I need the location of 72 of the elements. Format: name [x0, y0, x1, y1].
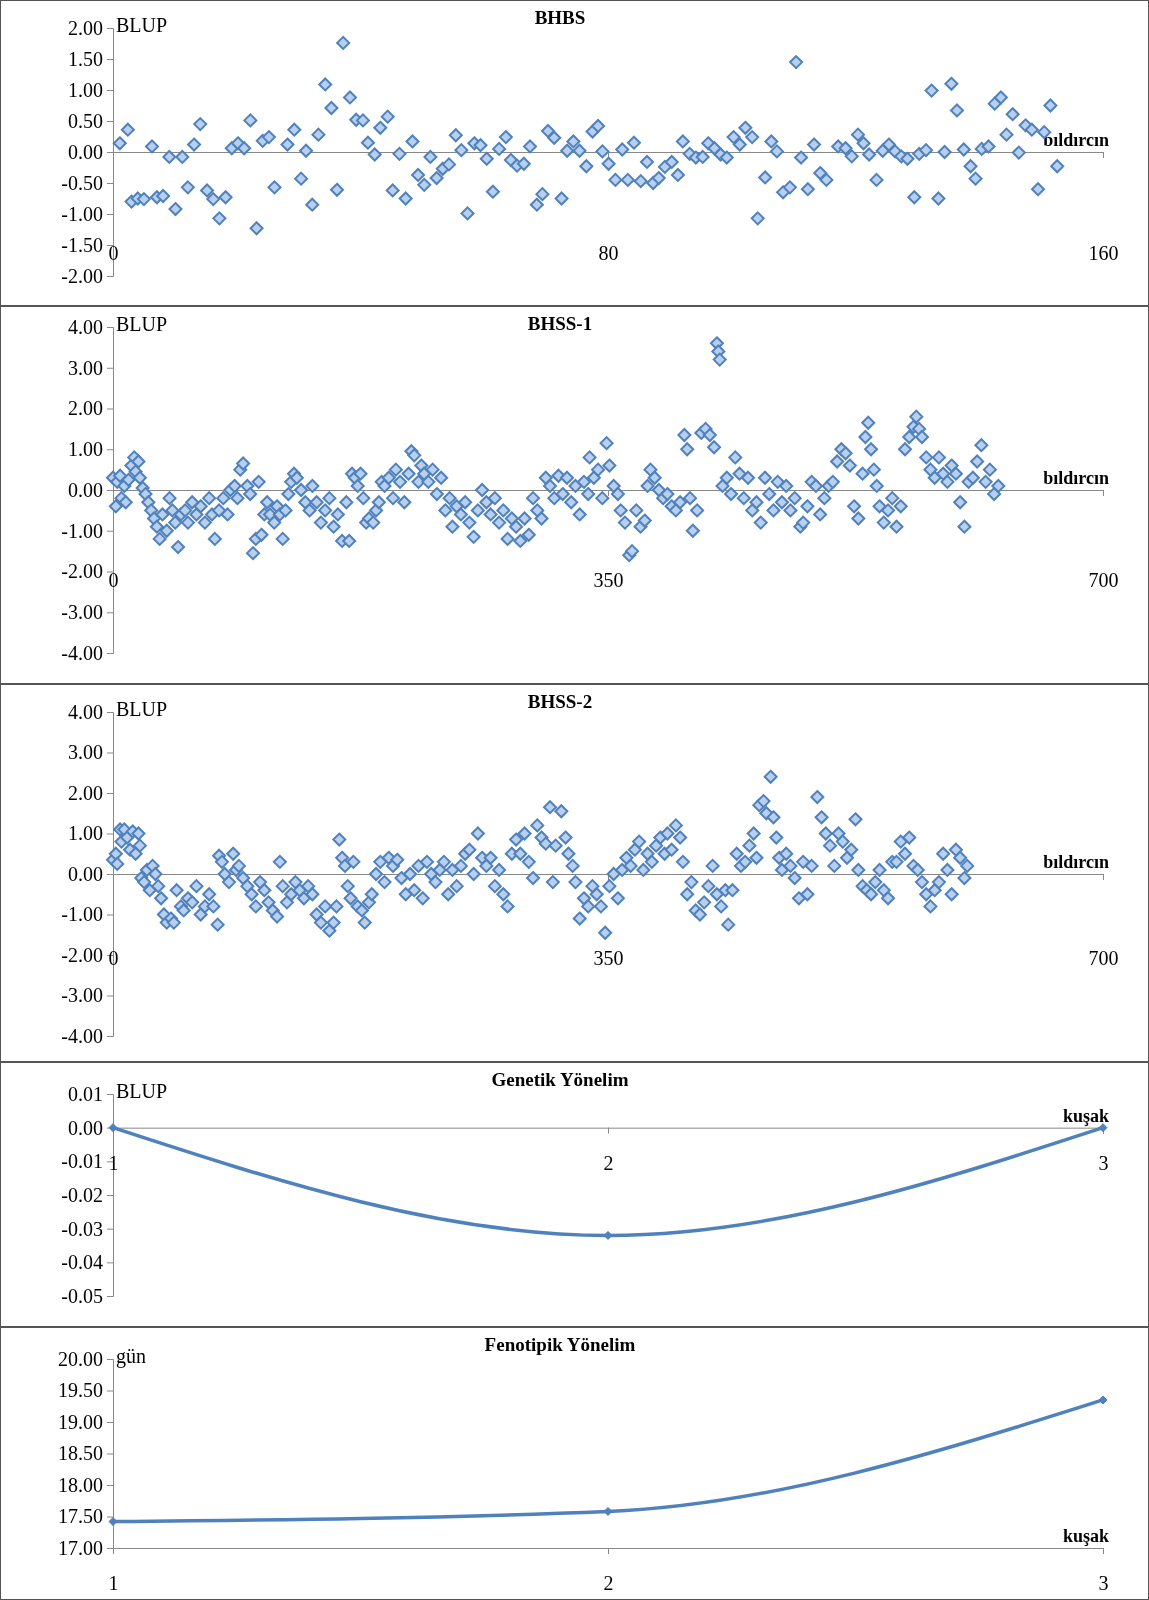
- y-tick-label: 0.00: [68, 478, 103, 501]
- x-tick-label: 1: [108, 1151, 119, 1174]
- y-tick-label: -4.00: [61, 1024, 103, 1047]
- y-tick-label: -3.00: [61, 601, 103, 624]
- chart-title: Fenotipik Yönelim: [484, 1334, 636, 1355]
- x-axis-title: kuşak: [1062, 1105, 1109, 1126]
- y-axis-title: BLUP: [116, 698, 168, 720]
- x-axis-title: kuşak: [1062, 1526, 1109, 1546]
- x-tick-label: 0: [108, 569, 119, 592]
- y-tick-label: -2.00: [61, 943, 103, 966]
- y-tick-label: 20.00: [58, 1347, 103, 1370]
- y-axis-title: BLUP: [116, 14, 168, 36]
- y-tick-label: 3.00: [68, 741, 103, 764]
- y-tick-label: -0.01: [61, 1150, 103, 1173]
- y-tick-label: 2.00: [68, 16, 103, 39]
- chart-title: BHSS-1: [527, 313, 593, 334]
- x-tick-label: 350: [593, 569, 624, 592]
- y-tick-label: -2.00: [61, 560, 103, 583]
- y-tick-label: 4.00: [68, 700, 103, 723]
- y-tick-label: 4.00: [68, 315, 103, 338]
- x-axis-title: bıldırcın: [1043, 130, 1109, 150]
- y-tick-label: 19.50: [58, 1379, 103, 1402]
- y-tick-label: 3.00: [68, 356, 103, 379]
- y-axis-title: BLUP: [116, 1080, 168, 1102]
- chart-title: Genetik Yönelim: [491, 1069, 629, 1090]
- y-tick-label: 2.00: [68, 397, 103, 420]
- x-tick-label: 0: [108, 242, 119, 265]
- y-tick-label: -1.00: [61, 202, 103, 225]
- x-tick-label: 700: [1088, 569, 1119, 592]
- y-tick-label: -2.00: [61, 264, 103, 287]
- x-tick-label: 1: [108, 1572, 119, 1595]
- y-tick-label: 0.00: [68, 140, 103, 163]
- y-tick-label: 0.01: [68, 1082, 103, 1105]
- x-tick-label: 3: [1098, 1151, 1109, 1174]
- y-tick-label: -0.02: [61, 1183, 103, 1206]
- y-tick-label: 1.00: [68, 822, 103, 845]
- y-tick-label: -0.03: [61, 1217, 103, 1240]
- y-tick-label: -4.00: [61, 641, 103, 664]
- y-axis-title: BLUP: [116, 313, 168, 335]
- x-tick-label: 160: [1088, 242, 1119, 265]
- y-tick-label: -0.50: [61, 171, 103, 194]
- y-tick-label: -3.00: [61, 984, 103, 1007]
- chart-title: BHBS: [534, 7, 586, 28]
- y-tick-label: 0.50: [68, 109, 103, 132]
- x-tick-label: 2: [603, 1151, 614, 1174]
- y-axis-title: gün: [116, 1345, 146, 1368]
- y-tick-label: -1.50: [61, 233, 103, 256]
- x-tick-label: 2: [603, 1572, 614, 1595]
- x-axis-title: bıldırcın: [1043, 852, 1109, 872]
- y-tick-label: 2.00: [68, 781, 103, 804]
- y-tick-label: 1.00: [68, 78, 103, 101]
- y-tick-label: 0.00: [68, 862, 103, 885]
- y-tick-label: -1.00: [61, 519, 103, 542]
- x-tick-label: 0: [108, 946, 119, 969]
- y-tick-label: 1.50: [68, 47, 103, 70]
- y-tick-label: -0.04: [61, 1251, 103, 1274]
- y-tick-label: -1.00: [61, 903, 103, 926]
- y-tick-label: 0.00: [68, 1116, 103, 1139]
- chart-title: BHSS-2: [527, 691, 593, 712]
- x-axis-title: bıldırcın: [1043, 468, 1109, 488]
- y-tick-label: 18.00: [58, 1473, 103, 1496]
- y-tick-label: 17.00: [58, 1536, 103, 1559]
- y-tick-label: 17.50: [58, 1505, 103, 1528]
- y-tick-label: 1.00: [68, 438, 103, 461]
- point: [1098, 1395, 1108, 1405]
- x-tick-label: 350: [593, 946, 624, 969]
- x-tick-label: 80: [598, 242, 619, 265]
- x-tick-label: 700: [1088, 946, 1119, 969]
- y-tick-label: 19.00: [58, 1410, 103, 1433]
- y-tick-label: 18.50: [58, 1442, 103, 1465]
- y-tick-label: -0.05: [61, 1284, 103, 1307]
- x-tick-label: 3: [1098, 1572, 1109, 1595]
